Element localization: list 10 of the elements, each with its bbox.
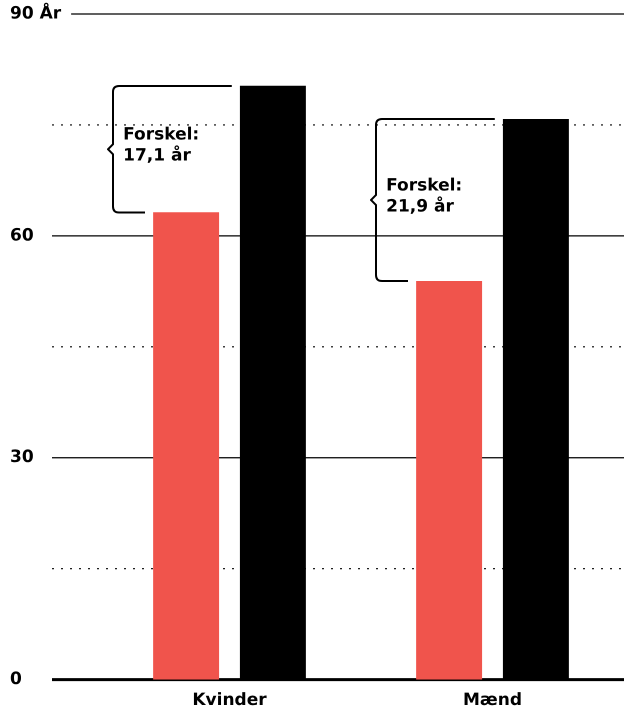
y-tick-label: 0	[10, 669, 22, 690]
annotation: Forskel: 17,1 år	[123, 124, 200, 166]
annotation: Forskel: 21,9 år	[386, 175, 462, 216]
x-tick-label: Mænd	[462, 690, 522, 710]
y-tick-label: 90 År	[10, 2, 62, 24]
bar	[153, 212, 220, 680]
y-tick-label: 60	[10, 225, 34, 246]
y-tick-label: 30	[10, 447, 34, 468]
x-tick-label: Kvinder	[192, 690, 268, 710]
bar	[416, 280, 482, 680]
